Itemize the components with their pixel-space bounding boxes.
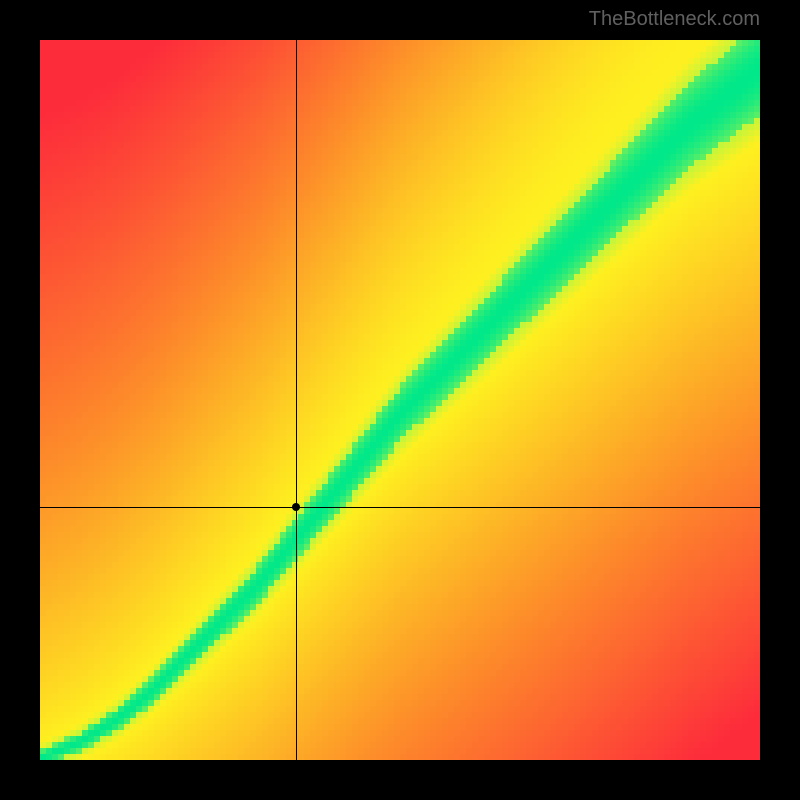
crosshair-vertical	[296, 40, 297, 760]
crosshair-horizontal	[40, 507, 760, 508]
plot-area	[40, 40, 760, 760]
crosshair-marker	[292, 503, 300, 511]
heatmap-canvas	[40, 40, 760, 760]
watermark-text: TheBottleneck.com	[589, 8, 760, 31]
